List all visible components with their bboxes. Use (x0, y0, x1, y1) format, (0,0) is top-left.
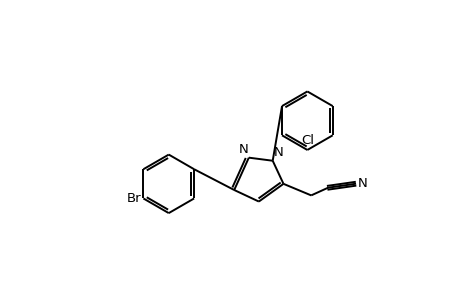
Text: N: N (357, 177, 366, 190)
Text: Br: Br (126, 192, 141, 205)
Text: Cl: Cl (300, 134, 313, 147)
Text: N: N (273, 146, 283, 159)
Text: N: N (238, 143, 247, 156)
